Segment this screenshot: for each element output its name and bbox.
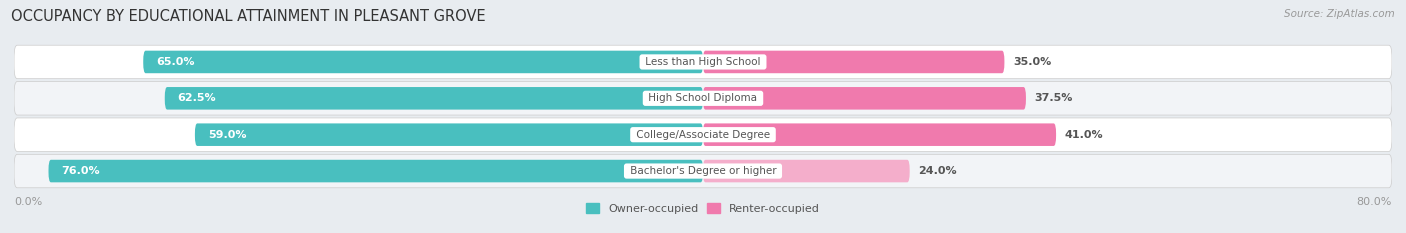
Text: College/Associate Degree: College/Associate Degree xyxy=(633,130,773,140)
Text: 37.5%: 37.5% xyxy=(1035,93,1073,103)
Text: OCCUPANCY BY EDUCATIONAL ATTAINMENT IN PLEASANT GROVE: OCCUPANCY BY EDUCATIONAL ATTAINMENT IN P… xyxy=(11,9,486,24)
Text: 62.5%: 62.5% xyxy=(177,93,217,103)
FancyBboxPatch shape xyxy=(703,51,1004,73)
Text: 41.0%: 41.0% xyxy=(1064,130,1104,140)
FancyBboxPatch shape xyxy=(14,82,1392,115)
FancyBboxPatch shape xyxy=(14,45,1392,79)
FancyBboxPatch shape xyxy=(14,118,1392,151)
Text: High School Diploma: High School Diploma xyxy=(645,93,761,103)
Text: 35.0%: 35.0% xyxy=(1012,57,1052,67)
FancyBboxPatch shape xyxy=(165,87,703,110)
FancyBboxPatch shape xyxy=(703,160,910,182)
FancyBboxPatch shape xyxy=(703,87,1026,110)
FancyBboxPatch shape xyxy=(703,123,1056,146)
FancyBboxPatch shape xyxy=(143,51,703,73)
Text: 0.0%: 0.0% xyxy=(14,196,42,206)
Text: Source: ZipAtlas.com: Source: ZipAtlas.com xyxy=(1284,9,1395,19)
Text: 24.0%: 24.0% xyxy=(918,166,957,176)
Text: Less than High School: Less than High School xyxy=(643,57,763,67)
FancyBboxPatch shape xyxy=(14,154,1392,188)
Legend: Owner-occupied, Renter-occupied: Owner-occupied, Renter-occupied xyxy=(581,199,825,218)
Text: Bachelor's Degree or higher: Bachelor's Degree or higher xyxy=(627,166,779,176)
Text: 65.0%: 65.0% xyxy=(156,57,194,67)
FancyBboxPatch shape xyxy=(48,160,703,182)
Text: 76.0%: 76.0% xyxy=(62,166,100,176)
FancyBboxPatch shape xyxy=(195,123,703,146)
Text: 80.0%: 80.0% xyxy=(1357,196,1392,206)
Text: 59.0%: 59.0% xyxy=(208,130,246,140)
